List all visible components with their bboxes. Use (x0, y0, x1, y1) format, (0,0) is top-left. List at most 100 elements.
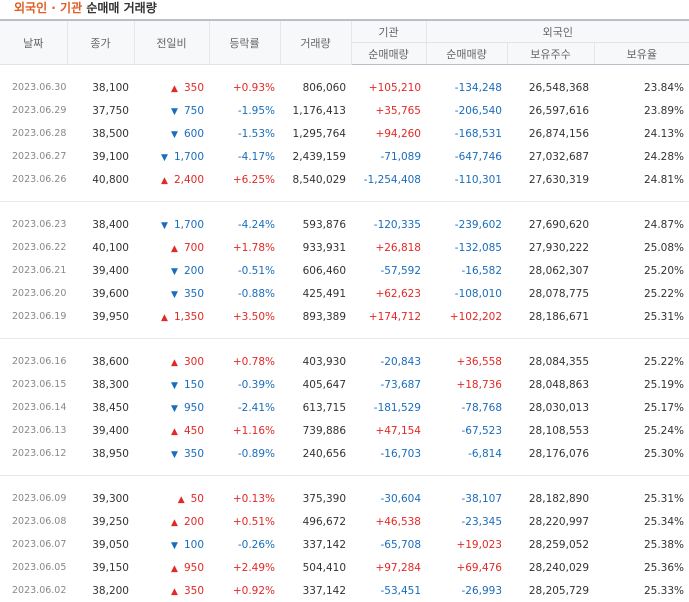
foreign-net-cell: +102,202 (426, 305, 507, 328)
header-foreign: 외국인 (426, 20, 689, 43)
foreign-ratio-cell: 25.22% (594, 350, 689, 373)
foreign-net-cell: -67,523 (426, 419, 507, 442)
foreign-net-cell: -206,540 (426, 99, 507, 122)
change-value: 100 (184, 539, 204, 551)
foreign-holdings-cell: 27,930,222 (507, 236, 594, 259)
institution-net-cell: -1,254,408 (351, 168, 426, 191)
foreign-ratio-cell: 25.38% (594, 533, 689, 556)
rate-cell: -4.17% (209, 145, 280, 168)
institution-net-cell: -57,592 (351, 259, 426, 282)
change-value: 750 (184, 105, 204, 117)
header-date: 날짜 (0, 20, 67, 65)
change-cell: ▼ 1,700 (134, 145, 209, 168)
group-spacer (0, 65, 689, 77)
group-spacer-cell (0, 476, 689, 488)
close-price-cell: 38,450 (67, 396, 134, 419)
group-separator-cell (0, 328, 689, 339)
date-cell: 2023.06.21 (0, 259, 67, 282)
foreign-holdings-cell: 26,597,616 (507, 99, 594, 122)
group-spacer (0, 476, 689, 488)
change-cell: ▲1,350 (134, 305, 209, 328)
rate-cell: -4.24% (209, 213, 280, 236)
date-cell: 2023.06.12 (0, 442, 67, 465)
rate-cell: +0.13% (209, 487, 280, 510)
triangle-down-icon: ▼ (161, 221, 168, 231)
change-value: 950 (184, 562, 204, 574)
change-value: 1,700 (174, 151, 204, 163)
date-cell: 2023.06.26 (0, 168, 67, 191)
institution-net-cell: -120,335 (351, 213, 426, 236)
foreign-ratio-cell: 24.81% (594, 168, 689, 191)
change-cell: ▼150 (134, 373, 209, 396)
triangle-down-icon: ▼ (161, 153, 168, 163)
foreign-holdings-cell: 28,062,307 (507, 259, 594, 282)
close-price-cell: 40,800 (67, 168, 134, 191)
foreign-ratio-cell: 23.89% (594, 99, 689, 122)
rate-cell: +1.16% (209, 419, 280, 442)
close-price-cell: 39,050 (67, 533, 134, 556)
institution-net-cell: +62,623 (351, 282, 426, 305)
date-cell: 2023.06.22 (0, 236, 67, 259)
section-title-rest: 순매매 거래량 (86, 1, 156, 15)
date-cell: 2023.06.20 (0, 282, 67, 305)
triangle-down-icon: ▼ (171, 130, 178, 140)
change-cell: ▲450 (134, 419, 209, 442)
close-price-cell: 39,400 (67, 259, 134, 282)
change-cell: ▼100 (134, 533, 209, 556)
volume-cell: 2,439,159 (280, 145, 351, 168)
close-price-cell: 39,250 (67, 510, 134, 533)
foreign-net-cell: -239,602 (426, 213, 507, 236)
foreign-holdings-cell: 28,205,729 (507, 579, 594, 602)
header-foreign-holdings: 보유주수 (507, 43, 594, 65)
foreign-ratio-cell: 25.33% (594, 579, 689, 602)
close-price-cell: 38,400 (67, 213, 134, 236)
header-foreign-net: 순매매량 (426, 43, 507, 65)
foreign-net-cell: -23,345 (426, 510, 507, 533)
close-price-cell: 39,100 (67, 145, 134, 168)
foreign-holdings-cell: 28,186,671 (507, 305, 594, 328)
foreign-holdings-cell: 28,048,863 (507, 373, 594, 396)
rate-cell: +0.93% (209, 76, 280, 99)
change-cell: ▼ 950 (134, 396, 209, 419)
close-price-cell: 38,100 (67, 76, 134, 99)
triangle-down-icon: ▼ (171, 290, 178, 300)
group-separator (0, 191, 689, 202)
foreign-net-cell: -134,248 (426, 76, 507, 99)
triangle-up-icon: ▲ (171, 244, 178, 254)
rate-cell: +3.50% (209, 305, 280, 328)
triangle-up-icon: ▲ (161, 313, 168, 323)
change-value: 350 (184, 288, 204, 300)
date-cell: 2023.06.13 (0, 419, 67, 442)
rate-cell: +1.78% (209, 236, 280, 259)
close-price-cell: 39,300 (67, 487, 134, 510)
date-cell: 2023.06.30 (0, 76, 67, 99)
institution-net-cell: +35,765 (351, 99, 426, 122)
change-cell: ▼350 (134, 442, 209, 465)
foreign-net-cell: -168,531 (426, 122, 507, 145)
triangle-up-icon: ▲ (161, 176, 168, 186)
change-value: 950 (184, 402, 204, 414)
group-separator (0, 328, 689, 339)
foreign-holdings-cell: 26,874,156 (507, 122, 594, 145)
institution-net-cell: -65,708 (351, 533, 426, 556)
close-price-cell: 39,950 (67, 305, 134, 328)
triangle-down-icon: ▼ (171, 404, 178, 414)
close-price-cell: 39,400 (67, 419, 134, 442)
change-value: 350 (184, 448, 204, 460)
institution-net-cell: -20,843 (351, 350, 426, 373)
close-price-cell: 38,950 (67, 442, 134, 465)
rate-cell: -0.51% (209, 259, 280, 282)
change-cell: ▲350 (134, 579, 209, 602)
date-cell: 2023.06.16 (0, 350, 67, 373)
rate-cell: -0.26% (209, 533, 280, 556)
change-cell: ▼750 (134, 99, 209, 122)
section-title: 외국인 · 기관 순매매 거래량 (14, 0, 157, 18)
